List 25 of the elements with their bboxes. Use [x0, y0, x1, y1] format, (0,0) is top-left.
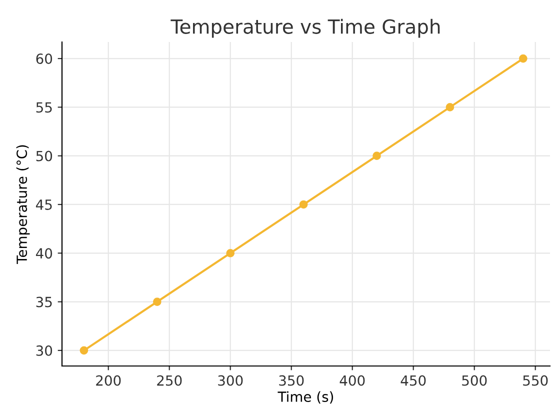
point [518, 54, 528, 63]
x-tick-label: 450 [400, 375, 426, 386]
x-tick-label: 250 [157, 375, 182, 386]
y-tick-label: 35 [36, 296, 52, 308]
y-tick-label: 45 [36, 200, 52, 210]
x-tick-label: 550 [523, 375, 548, 386]
y-tick-label: 55 [36, 102, 52, 113]
y-tick-label: 40 [36, 248, 52, 259]
x-tick-label: 400 [340, 375, 365, 386]
y-tick-label: 50 [36, 150, 52, 162]
x-axis-title: Time (s) [278, 391, 334, 404]
y-tick-label: 30 [36, 345, 52, 356]
x-tick-label: 500 [462, 375, 487, 386]
y-tick-label: 60 [36, 54, 52, 64]
point [226, 248, 235, 258]
point [80, 346, 88, 355]
y-axis-title: Temperature (°C) [16, 145, 30, 264]
chart-title: Temperature vs Time Graph [170, 18, 440, 38]
x-tick-label: 350 [279, 375, 304, 386]
point [372, 152, 381, 160]
x-tick-label: 200 [96, 375, 121, 386]
point [152, 298, 162, 306]
point [446, 103, 454, 112]
point [299, 200, 308, 209]
x-tick-label: 300 [218, 375, 243, 386]
